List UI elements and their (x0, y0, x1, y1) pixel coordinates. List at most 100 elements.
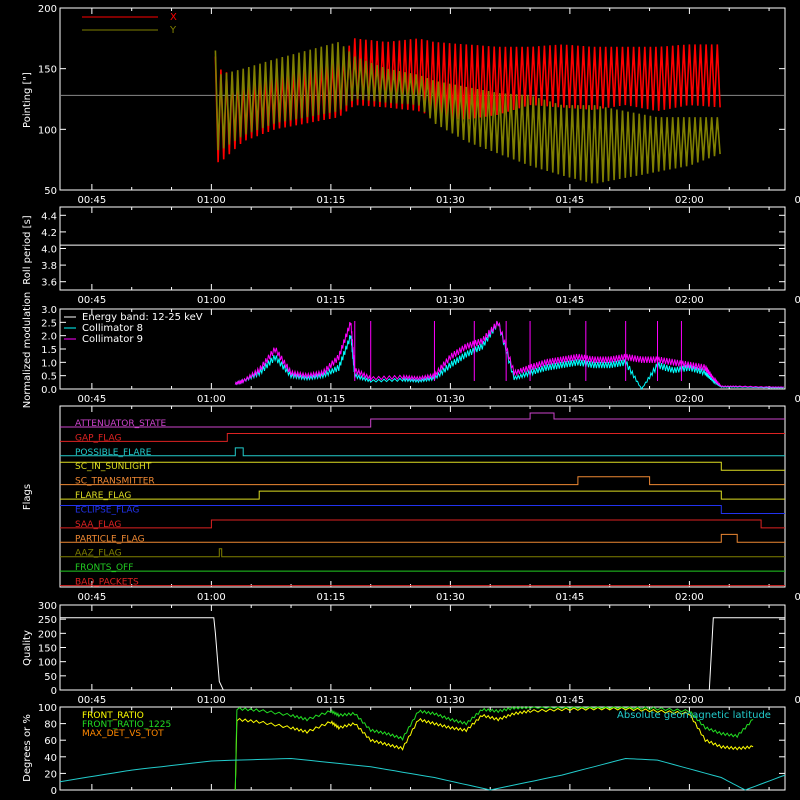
flag-line (60, 476, 785, 486)
flag-label: SAA_FLAG (75, 520, 121, 530)
x-tick-label: 01:00 (197, 695, 226, 706)
x-tick-label: 01:15 (316, 695, 345, 706)
y-tick-label: 150 (38, 644, 57, 655)
y-tick-label: 20 (44, 769, 57, 780)
y-tick-label: 50 (44, 672, 57, 683)
x-tick-label: 02:15 (794, 195, 800, 206)
x-tick-label: 00:45 (77, 295, 106, 306)
y-axis-label: Normalized modulation (22, 292, 33, 409)
x-tick-label: 01:00 (197, 195, 226, 206)
legend-label: Y (169, 25, 177, 36)
x-tick-label: 01:15 (316, 394, 345, 405)
x-tick-label: 02:15 (794, 592, 800, 603)
legend-label: FRONT_RATIO (82, 711, 144, 721)
y-tick-label: 4.0 (41, 245, 57, 256)
flag-label: POSSIBLE_FLARE (75, 448, 152, 458)
flag-line (60, 433, 785, 442)
x-tick-label: 02:00 (675, 592, 704, 603)
legend-label: FRONT_RATIO_1225 (82, 720, 171, 730)
x-tick-label: 01:00 (197, 394, 226, 405)
flag-line (60, 505, 785, 514)
y-tick-label: 200 (38, 4, 57, 15)
y-tick-label: 150 (38, 65, 57, 76)
flag-line (60, 461, 785, 471)
y-tick-label: 3.6 (41, 278, 57, 289)
y-tick-label: 80 (44, 720, 57, 731)
y-tick-label: 250 (38, 615, 57, 626)
y-tick-label: 3.8 (41, 261, 57, 272)
legend-label: Collimator 8 (82, 323, 143, 334)
y-tick-label: 0.5 (41, 372, 57, 383)
x-tick-label: 01:45 (555, 295, 584, 306)
panel-frame (59, 405, 786, 588)
flag-label: BAD_PACKETS (75, 578, 139, 588)
x-tick-label: 02:00 (675, 295, 704, 306)
x-tick-label: 01:45 (555, 592, 584, 603)
flag-label: GAP_FLAG (75, 433, 121, 443)
legend-label: X (170, 12, 177, 23)
x-tick-label: 01:30 (436, 592, 465, 603)
flag-label: SC_TRANSMITTER (75, 477, 155, 487)
x-tick-label: 02:15 (794, 695, 800, 706)
x-tick-label: 01:45 (555, 695, 584, 706)
y-tick-label: 50 (44, 186, 57, 197)
y-tick-label: 40 (44, 753, 57, 764)
flag-label: AAZ_FLAG (75, 549, 122, 559)
x-tick-label: 01:30 (436, 195, 465, 206)
x-tick-label: 02:15 (794, 295, 800, 306)
flag-label: FLARE_FLAG (75, 491, 131, 501)
legend-label: Absolute geomagnetic latitude (617, 710, 771, 721)
x-tick-label: 02:00 (675, 394, 704, 405)
modulation-collimator-8 (234, 320, 784, 391)
x-tick-label: 00:45 (77, 195, 106, 206)
pointing-series-Y (214, 42, 721, 184)
flag-line (60, 447, 785, 457)
x-tick-label: 01:45 (555, 394, 584, 405)
y-tick-label: 0 (51, 686, 57, 697)
y-axis-label: Degrees or % (22, 714, 33, 782)
series-front_ratio_1225 (234, 706, 754, 791)
y-tick-label: 300 (38, 601, 57, 612)
x-tick-label: 01:30 (436, 695, 465, 706)
flag-label: PARTICLE_FLAG (75, 534, 145, 544)
series-front_ratio (234, 706, 754, 791)
x-tick-label: 00:45 (77, 592, 106, 603)
y-tick-label: 0 (51, 786, 57, 797)
y-tick-label: 100 (38, 658, 57, 669)
x-tick-label: 00:45 (77, 394, 106, 405)
y-tick-label: 1.0 (41, 358, 57, 369)
flag-label: ECLIPSE_FLAG (75, 505, 139, 515)
x-tick-label: 01:00 (197, 592, 226, 603)
panel-frame (59, 706, 786, 791)
y-axis-label: Pointing ["] (22, 72, 33, 128)
flag-line (60, 533, 785, 543)
x-tick-label: 01:15 (316, 195, 345, 206)
flag-label: ATTENUATOR_STATE (75, 419, 167, 429)
y-axis-label: Flags (22, 484, 33, 510)
x-tick-label: 01:30 (436, 394, 465, 405)
flag-label: FRONTS_OFF (75, 563, 133, 573)
y-tick-label: 200 (38, 629, 57, 640)
y-tick-label: 60 (44, 736, 57, 747)
panel-frame (59, 206, 786, 291)
y-axis-label: Roll period [s] (22, 215, 33, 284)
flag-line (60, 412, 785, 428)
y-tick-label: 2.5 (41, 318, 57, 329)
x-tick-label: 01:00 (197, 295, 226, 306)
legend-label: Collimator 9 (82, 334, 143, 345)
x-tick-label: 01:15 (316, 295, 345, 306)
y-tick-label: 1.5 (41, 345, 57, 356)
y-tick-label: 100 (38, 703, 57, 714)
flag-line (60, 519, 785, 529)
x-tick-label: 02:00 (675, 695, 704, 706)
legend-label: MAX_DET_VS_TOT (82, 729, 164, 739)
x-tick-label: 01:30 (436, 295, 465, 306)
modulation-collimator-9 (234, 320, 784, 388)
legend-label: Energy band: 12-25 keV (82, 312, 203, 323)
x-tick-label: 00:45 (77, 695, 106, 706)
x-tick-label: 02:15 (794, 394, 800, 405)
y-axis-label: Quality (22, 630, 33, 666)
quality-line (60, 617, 785, 691)
y-tick-label: 0.0 (41, 385, 57, 396)
